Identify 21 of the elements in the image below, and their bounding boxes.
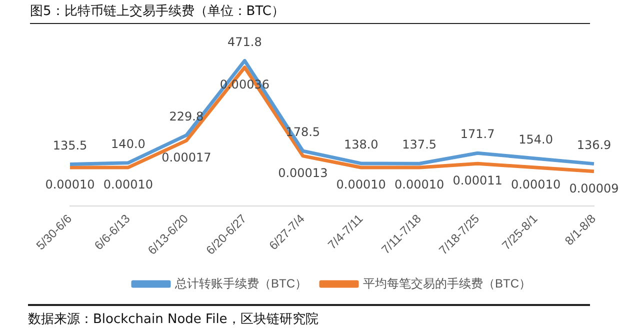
data-label: 135.5 xyxy=(52,138,88,152)
data-label: 0.00013 xyxy=(278,166,328,180)
data-label: 0.00010 xyxy=(45,178,95,192)
data-label: 0.00010 xyxy=(394,178,444,192)
data-label: 0.00010 xyxy=(336,178,386,192)
data-label: 471.8 xyxy=(227,34,262,49)
source-note: 数据来源：Blockchain Node File，区块链研究院 xyxy=(28,304,590,328)
data-label: 171.7 xyxy=(460,127,495,142)
legend-label: 总计转账手续费（BTC） xyxy=(174,276,307,290)
data-label: 0.00011 xyxy=(452,174,502,188)
data-label: 140.0 xyxy=(111,136,146,151)
data-label: 136.9 xyxy=(576,138,612,152)
chart-title: 图5：比特币链上交易手续费（单位：BTC） xyxy=(30,2,590,24)
legend-label: 平均每笔交易的手续费（BTC） xyxy=(363,276,531,290)
data-label: 0.00010 xyxy=(510,178,561,192)
data-label: 138.0 xyxy=(344,138,378,152)
data-label: 0.00017 xyxy=(162,150,212,165)
data-label: 0.00009 xyxy=(569,181,619,196)
data-label: 0.00010 xyxy=(103,178,154,192)
data-label: 137.5 xyxy=(402,138,437,152)
data-label: 154.0 xyxy=(518,132,553,147)
